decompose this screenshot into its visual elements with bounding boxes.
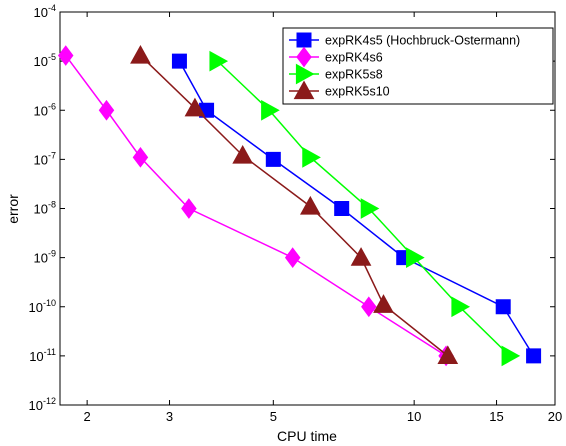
data-point	[526, 348, 542, 364]
data-point	[265, 151, 281, 167]
data-point	[334, 201, 350, 216]
data-point	[451, 296, 471, 318]
data-point	[98, 99, 115, 121]
y-tick-label: 10-6	[34, 101, 56, 118]
data-point	[437, 345, 459, 364]
axis-ticks: 2 3 5 10 15 20 10-12 10-11 10-10 10-9 10-8 10-7 10-6…	[29, 3, 563, 424]
data-point	[501, 345, 521, 367]
series-4	[130, 44, 459, 364]
data-point	[350, 247, 372, 266]
series-layer	[57, 44, 542, 367]
x-axis-label: CPU time	[277, 428, 337, 444]
legend-label: expRK4s5 (Hochbruck-Ostermann)	[325, 34, 520, 48]
y-tick-label: 10-7	[34, 150, 56, 167]
y-axis-label: error	[5, 194, 21, 224]
x-tick-label: 20	[548, 409, 562, 424]
data-point	[261, 99, 280, 121]
y-tick-label: 10-10	[29, 298, 56, 315]
data-point	[302, 146, 321, 168]
legend-item: expRK5s10	[289, 80, 390, 100]
y-tick-label: 10-5	[34, 52, 56, 69]
data-point	[130, 44, 151, 64]
x-tick-label: 2	[84, 409, 91, 424]
legend-label: expRK5s8	[325, 68, 383, 82]
y-tick-label: 10-8	[34, 200, 56, 217]
x-tick-label: 5	[270, 409, 277, 424]
data-point	[232, 144, 254, 164]
x-tick-label: 10	[407, 409, 421, 424]
data-point	[360, 198, 380, 219]
data-point	[300, 195, 321, 215]
legend-item: expRK4s5 (Hochbruck-Ostermann)	[289, 32, 520, 48]
data-point	[373, 294, 394, 313]
legend-marker	[296, 32, 312, 48]
legend: expRK4s5 (Hochbruck-Ostermann) expRK4s6 ex…	[282, 27, 554, 105]
series-1	[171, 53, 542, 364]
data-point	[209, 50, 229, 72]
y-tick-label: 10-9	[34, 249, 56, 266]
y-tick-label: 10-4	[34, 3, 56, 20]
legend-label: expRK5s10	[325, 85, 390, 99]
y-tick-label: 10-11	[29, 347, 56, 364]
data-point	[57, 45, 74, 66]
legend-label: expRK4s6	[325, 51, 383, 65]
data-point	[495, 299, 511, 315]
legend-item: expRK5s8	[289, 63, 383, 85]
data-point	[132, 147, 149, 168]
series-3	[209, 50, 521, 367]
legend-marker	[295, 63, 315, 85]
data-point	[361, 296, 377, 318]
legend-marker	[296, 46, 312, 68]
data-point	[171, 53, 187, 69]
data-point	[181, 198, 197, 219]
x-tick-label: 15	[489, 409, 503, 424]
data-point	[184, 97, 206, 117]
legend-marker	[293, 80, 315, 100]
data-point	[406, 247, 425, 268]
y-tick-label: 10-12	[29, 396, 56, 413]
legend-item: expRK4s6	[289, 46, 383, 68]
x-tick-label: 3	[166, 409, 173, 424]
legend-box	[282, 27, 554, 105]
data-point	[284, 247, 301, 268]
